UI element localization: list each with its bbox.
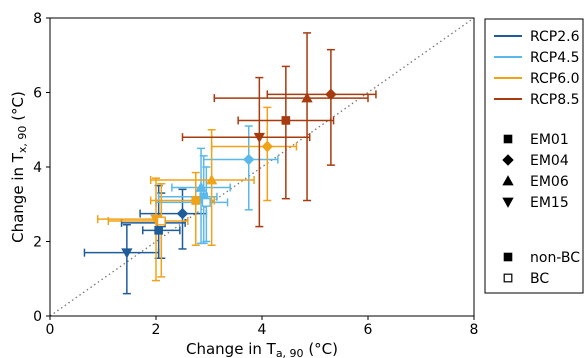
y-tick-label: 0 — [33, 309, 42, 325]
x-axis-label: Change in Ta, 90 (°C) — [186, 340, 338, 358]
x-axis: 0 2 4 6 8 — [46, 316, 479, 338]
legend-marker-em06 — [502, 175, 514, 186]
errorbar — [181, 76, 311, 228]
y-tick-label: 8 — [33, 11, 42, 27]
identity-line — [49, 17, 475, 317]
data-point-marker — [325, 88, 337, 101]
legend-marker-em01 — [503, 134, 513, 144]
y-axis: 0 2 4 6 8 — [33, 11, 50, 325]
errorbar — [83, 223, 160, 295]
errorbar — [149, 129, 255, 246]
data-point-marker — [191, 196, 201, 205]
legend-marker-em15 — [502, 197, 514, 208]
legend-label: RCP8.5 — [530, 92, 580, 108]
data-point-marker — [281, 116, 291, 125]
y-tick-label: 2 — [33, 235, 42, 251]
legend-label: EM15 — [530, 195, 569, 211]
data-point-marker — [206, 174, 218, 185]
errorbar — [213, 32, 369, 202]
data-point-marker — [243, 153, 255, 166]
errorbar — [210, 106, 298, 202]
y-axis-label: Change in Tx, 90 (°C) — [9, 91, 29, 243]
legend-label: BC — [530, 271, 549, 287]
legend-marker-em04 — [502, 154, 514, 166]
data-point-marker — [195, 181, 207, 192]
data-point-marker — [201, 197, 211, 207]
legend-label: EM04 — [530, 153, 569, 169]
x-tick-label: 0 — [46, 322, 55, 338]
legend-label: RCP2.6 — [530, 29, 580, 45]
legend-label: EM06 — [530, 174, 569, 190]
errorbars-layer — [83, 32, 377, 295]
data-point-marker — [176, 207, 189, 220]
y-tick-label: 4 — [33, 160, 42, 176]
legend-label: RCP4.5 — [530, 50, 580, 66]
legend-label: RCP6.0 — [530, 71, 580, 87]
legend-label: non-BC — [530, 250, 580, 266]
legend: RCP2.6 RCP4.5 RCP6.0 RCP8.5 EM01 EM04 EM06 EM15… — [484, 18, 584, 294]
x-tick-label: 2 — [152, 322, 161, 338]
errorbar — [202, 125, 279, 211]
data-point-marker — [154, 226, 163, 235]
x-tick-label: 6 — [364, 322, 373, 338]
legend-marker-nonbc — [503, 252, 513, 262]
x-tick-label: 8 — [470, 322, 479, 338]
markers-layer — [121, 88, 337, 259]
y-tick-label: 6 — [33, 86, 42, 102]
data-point-marker — [121, 248, 133, 259]
data-point-marker — [301, 92, 313, 103]
x-tick-label: 4 — [258, 322, 267, 338]
legend-frame — [484, 18, 584, 294]
data-point-marker — [253, 132, 265, 144]
legend-marker-bc — [503, 273, 513, 283]
errorbar — [266, 48, 377, 166]
data-point-marker — [261, 140, 274, 153]
legend-label: EM01 — [530, 132, 569, 148]
data-point-marker — [156, 216, 166, 226]
